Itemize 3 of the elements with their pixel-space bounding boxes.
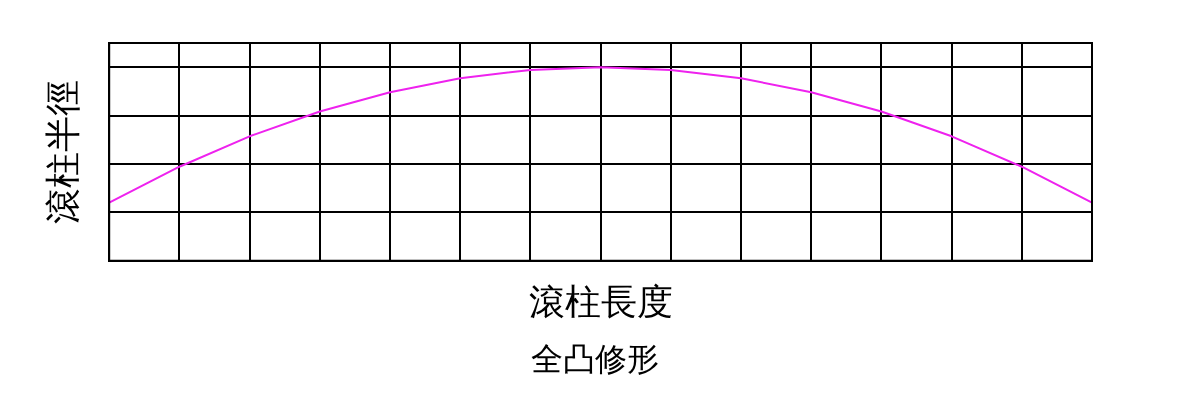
- text: 全凸修形: [530, 339, 660, 380]
- y-axis-title: 滾柱半徑: [41, 79, 83, 224]
- x-axis-title: 滾柱長度: [528, 280, 673, 322]
